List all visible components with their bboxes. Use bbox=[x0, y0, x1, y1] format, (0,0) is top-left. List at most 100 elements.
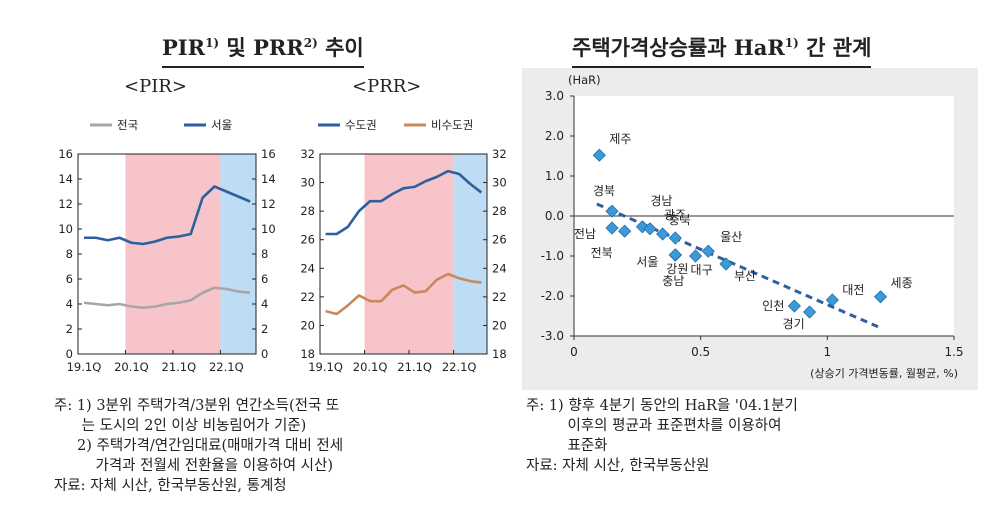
y-tick-label-right: 26 bbox=[492, 233, 507, 247]
point-label: 충남 bbox=[662, 274, 684, 288]
y-tick-label-left: 22 bbox=[300, 290, 315, 304]
left-title-tail: 추이 bbox=[317, 35, 364, 60]
left-title-pir: PIR bbox=[162, 35, 206, 60]
x-tick-label: 20.1Q bbox=[353, 360, 388, 374]
right-note-line: 이후의 평균과 표준편차를 이용하여 bbox=[526, 418, 782, 434]
scatter-point bbox=[668, 248, 682, 262]
point-label: 대전 bbox=[842, 283, 864, 297]
left-note-line: 가격과 전월세 전환율을 이용하여 시산) bbox=[54, 458, 334, 474]
right-notes: 주: 1) 향후 4분기 동안의 HaR을 '04.1분기 이후의 평균과 표준… bbox=[526, 396, 798, 476]
right-chart-title: 주택가격상승률과 HaR1) 간 관계 bbox=[572, 32, 872, 68]
series-line bbox=[83, 185, 251, 246]
scatter-point bbox=[618, 224, 632, 238]
x-tick-label: 19.1Q bbox=[308, 360, 343, 374]
scatter-point bbox=[605, 221, 619, 235]
scatter-point bbox=[656, 227, 670, 241]
left-title-underline bbox=[162, 66, 364, 68]
left-source-line: 자료: 자체 시산, 한국부동산원, 통계청 bbox=[54, 478, 287, 494]
y-tick-label-right: 4 bbox=[261, 297, 268, 311]
y-tick-label: -3.0 bbox=[541, 329, 564, 343]
scatter-point bbox=[643, 222, 657, 236]
left-note-line: 2) 주택가격/연간임대료(매매가격 대비 전세 bbox=[54, 438, 344, 454]
pir-subtitle: <PIR> bbox=[124, 76, 187, 97]
plot-frame bbox=[319, 153, 488, 355]
y-tick-label-right: 30 bbox=[492, 176, 507, 190]
y-tick-label-right: 22 bbox=[492, 290, 507, 304]
scatter-point bbox=[701, 244, 715, 258]
y-tick-label-right: 32 bbox=[492, 147, 507, 161]
y-tick-label-left: 30 bbox=[300, 176, 315, 190]
prr-line-chart: 18 18 20 20 22 22 24 24 26 26 28 28 30 30 32 32 19.1Q 20.… bbox=[300, 118, 507, 374]
point-label: 광주 bbox=[664, 208, 686, 222]
point-label: 세종 bbox=[891, 276, 913, 290]
y-tick-label-right: 2 bbox=[261, 322, 268, 336]
legend-label: 전국 bbox=[117, 118, 138, 132]
x-tick-label: 22.1Q bbox=[442, 360, 477, 374]
y-tick-label-left: 0 bbox=[66, 347, 73, 361]
scatter-point bbox=[787, 299, 801, 313]
series-line bbox=[325, 272, 482, 316]
x-tick-label: 19.1Q bbox=[67, 360, 102, 374]
y-tick-label: 3.0 bbox=[545, 89, 564, 103]
x-tick-label: 0.5 bbox=[691, 345, 710, 359]
point-label: 울산 bbox=[720, 230, 742, 244]
right-source-line: 자료: 자체 시산, 한국부동산원 bbox=[526, 458, 710, 474]
legend-label: 수도권 bbox=[345, 118, 377, 132]
y-tick-label-left: 24 bbox=[300, 261, 315, 275]
y-axis-title: (HaR) bbox=[568, 73, 601, 87]
y-tick-label-left: 26 bbox=[300, 233, 315, 247]
point-label: 충북 bbox=[669, 213, 691, 227]
legend-label: 비수도권 bbox=[431, 118, 473, 132]
left-note-line: 는 도시의 2인 이상 비농림어가 기준) bbox=[54, 418, 307, 434]
prr-subtitle: <PRR> bbox=[352, 76, 422, 97]
left-title-mid: 및 bbox=[219, 35, 254, 60]
point-label: 서울 bbox=[636, 255, 658, 269]
point-label: 제주 bbox=[609, 132, 631, 146]
y-tick-label-right: 12 bbox=[261, 197, 276, 211]
left-title-prr: PRR bbox=[253, 35, 304, 60]
y-tick-label: -1.0 bbox=[541, 249, 564, 263]
y-tick-label-right: 28 bbox=[492, 204, 507, 218]
legend-label: 서울 bbox=[211, 118, 232, 132]
pir-line-chart: 0 0 2 2 4 4 6 6 8 8 10 10 12 12 14 14 16 16 19.1Q 20.1Q 21.1… bbox=[58, 118, 276, 374]
scatter-point bbox=[825, 293, 839, 307]
point-label: 전남 bbox=[574, 227, 596, 241]
point-label: 전북 bbox=[591, 246, 613, 260]
shaded-period bbox=[220, 154, 256, 354]
point-label: 경남 bbox=[650, 194, 672, 208]
left-title-sup2: 2) bbox=[303, 36, 318, 50]
y-tick-label-left: 32 bbox=[300, 147, 315, 161]
shaded-period bbox=[125, 154, 221, 354]
scatter-point bbox=[689, 249, 703, 263]
y-tick-label-left: 6 bbox=[66, 272, 73, 286]
point-label: 경기 bbox=[783, 317, 805, 331]
y-tick-label: 0.0 bbox=[545, 209, 564, 223]
x-tick-label: 1 bbox=[824, 345, 832, 359]
scatter-point bbox=[719, 257, 733, 271]
x-tick-label: 21.1Q bbox=[162, 360, 197, 374]
y-tick-label-right: 20 bbox=[492, 318, 507, 332]
har-scatter-chart: 3.0 2.0 1.0 0.0 -1.0 -2.0 -3.0 0 0.5 1 1.5 (HaR) (상승… bbox=[541, 73, 964, 380]
shaded-period bbox=[453, 154, 487, 354]
y-tick-label-left: 8 bbox=[66, 247, 73, 261]
y-tick-label-left: 10 bbox=[58, 222, 73, 236]
scatter-point bbox=[605, 204, 619, 218]
x-tick-label: 0 bbox=[570, 345, 578, 359]
y-tick-label: 1.0 bbox=[545, 169, 564, 183]
right-note-line: 주: 1) 향후 4분기 동안의 HaR을 '04.1분기 bbox=[526, 398, 798, 414]
x-tick-label: 1.5 bbox=[944, 345, 963, 359]
y-tick-label: -2.0 bbox=[541, 289, 564, 303]
point-label: 대구 bbox=[691, 263, 713, 277]
y-tick-label-right: 10 bbox=[261, 222, 276, 236]
y-tick-label-left: 4 bbox=[66, 297, 73, 311]
point-label: 인천 bbox=[762, 298, 784, 313]
y-tick-label-right: 18 bbox=[492, 347, 507, 361]
y-tick-label-left: 20 bbox=[300, 318, 315, 332]
x-tick-label: 22.1Q bbox=[209, 360, 244, 374]
scatter-point bbox=[592, 148, 606, 162]
left-note-line: 주: 1) 3분위 주택가격/3분위 연간소득(전국 또 bbox=[54, 398, 340, 414]
right-note-line: 표준화 bbox=[526, 438, 608, 454]
y-tick-label-right: 8 bbox=[261, 247, 268, 261]
x-tick-label: 21.1Q bbox=[397, 360, 432, 374]
y-tick-label-right: 14 bbox=[261, 172, 276, 186]
